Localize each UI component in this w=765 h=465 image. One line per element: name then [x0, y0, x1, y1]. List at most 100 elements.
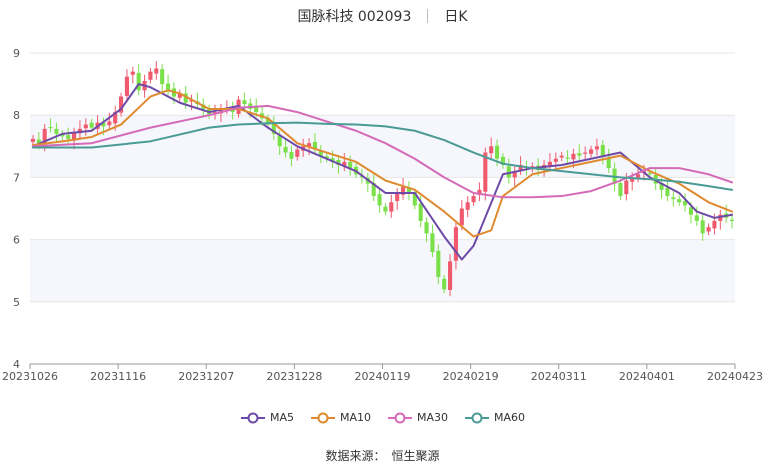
- x-tick-label: 20240423: [707, 370, 763, 383]
- legend-label: MA30: [417, 411, 449, 424]
- ma-line-ma5: [31, 83, 734, 261]
- candle-body: [665, 187, 670, 197]
- candle-body: [177, 93, 182, 98]
- candle-body: [688, 207, 693, 215]
- candle-body: [136, 72, 141, 91]
- candle-body: [83, 124, 88, 129]
- candle-body: [636, 174, 641, 178]
- candle-body: [500, 156, 505, 165]
- candle-body: [583, 152, 588, 154]
- candle-body: [130, 71, 135, 75]
- y-tick-label: 5: [13, 296, 20, 309]
- candle-body: [518, 164, 523, 170]
- header-divider: [427, 9, 429, 23]
- candle-body: [571, 153, 576, 160]
- candle-body: [348, 161, 353, 169]
- candle-body: [630, 177, 635, 182]
- x-tick-label: 20231116: [90, 370, 146, 383]
- candle-body: [371, 182, 376, 197]
- x-tick-label: 20231207: [178, 370, 234, 383]
- candle-body: [124, 76, 129, 96]
- candle-body: [418, 203, 423, 221]
- source-provider: 恒生聚源: [391, 449, 440, 463]
- candle-body: [395, 192, 400, 202]
- candle-body: [683, 201, 688, 206]
- legend-label: MA5: [269, 411, 294, 424]
- candle-body: [589, 149, 594, 154]
- candle-body: [254, 107, 259, 113]
- x-tick-label: 20240219: [443, 370, 499, 383]
- candle-body: [330, 158, 335, 162]
- candle-body: [495, 145, 500, 159]
- candle-body: [48, 127, 53, 129]
- grid-band: [30, 53, 735, 116]
- candle-body: [565, 157, 570, 159]
- grid-band: [30, 177, 735, 240]
- legend-label: MA60: [494, 411, 526, 424]
- legend-label: MA10: [339, 411, 371, 424]
- candle-body: [659, 182, 664, 190]
- candle-body: [265, 118, 270, 125]
- candle-body: [547, 161, 552, 167]
- candle-body: [459, 208, 464, 226]
- candle-body: [442, 278, 447, 290]
- candle-body: [606, 157, 611, 169]
- candle-body: [148, 71, 153, 80]
- legend-item-ma60[interactable]: MA60: [464, 411, 525, 424]
- candle-body: [489, 146, 494, 154]
- period-label: 日K: [444, 9, 468, 25]
- legend-marker-icon: [388, 412, 412, 423]
- candle-body: [677, 199, 682, 203]
- grid-band: [30, 115, 735, 178]
- candle-body: [506, 166, 511, 178]
- legend-item-ma10[interactable]: MA10: [310, 411, 371, 424]
- legend-marker-icon: [310, 412, 335, 423]
- candle-body: [36, 139, 41, 144]
- y-tick-label: 4: [13, 358, 20, 371]
- candle-body: [712, 220, 717, 229]
- legend-item-ma5[interactable]: MA5: [240, 411, 294, 424]
- data-source: 数据来源： 恒生聚源: [0, 447, 765, 464]
- legend: MA5 MA10 MA30 MA60: [0, 411, 765, 424]
- candle-body: [336, 159, 341, 165]
- source-label: 数据来源：: [325, 449, 386, 463]
- candle-body: [89, 122, 94, 128]
- candle-body: [453, 227, 458, 261]
- candle-body: [183, 93, 188, 103]
- candle-body: [671, 197, 676, 200]
- ma-line-ma60: [31, 121, 734, 191]
- ma-line-ma30: [31, 104, 734, 199]
- candle-body: [465, 202, 470, 210]
- ma-line-ma10: [31, 89, 734, 238]
- candle-body: [483, 152, 488, 192]
- candle-body: [101, 122, 106, 127]
- candle-body: [54, 128, 59, 134]
- candle-body: [160, 69, 165, 85]
- candle-body: [324, 156, 329, 159]
- candle-body: [430, 233, 435, 253]
- candle-body: [383, 206, 388, 212]
- candle-body: [166, 83, 171, 91]
- candle-body: [694, 215, 699, 221]
- x-tick-label: 20231026: [2, 370, 58, 383]
- legend-marker-icon: [240, 412, 265, 423]
- x-tick-label: 20240119: [355, 370, 411, 383]
- y-tick-label: 8: [13, 109, 20, 122]
- candle-body: [594, 146, 599, 150]
- y-tick-label: 6: [13, 234, 20, 247]
- candle-body: [624, 180, 629, 195]
- candle-body: [289, 151, 294, 159]
- legend-item-ma30[interactable]: MA30: [387, 411, 448, 424]
- candle-body: [436, 250, 441, 277]
- grid-band: [30, 301, 735, 364]
- candle-body: [406, 187, 411, 193]
- candle-body: [113, 112, 118, 124]
- candle-body: [60, 133, 65, 137]
- candle-body: [389, 202, 394, 212]
- candle-body: [618, 182, 623, 197]
- candle-body: [42, 128, 47, 143]
- candle-body: [119, 96, 124, 113]
- candle-body: [559, 155, 564, 158]
- candle-body: [401, 186, 406, 195]
- candle-body: [107, 121, 112, 126]
